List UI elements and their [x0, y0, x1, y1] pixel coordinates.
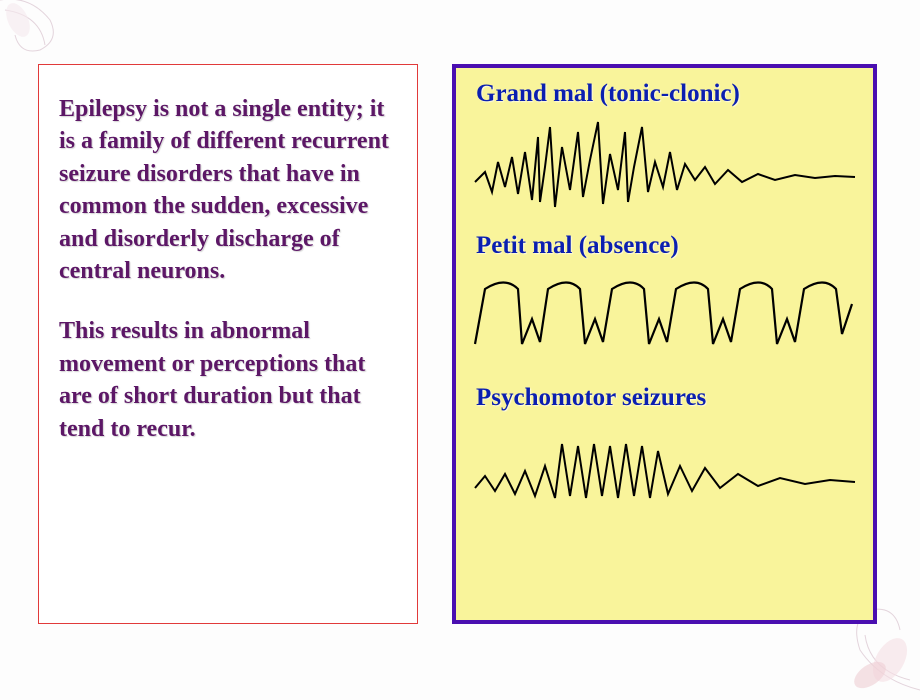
- signal-wave-psychomotor: [470, 416, 860, 526]
- signal-block-petit-mal: Petit mal (absence): [470, 232, 859, 374]
- signal-block-grand-mal: Grand mal (tonic-clonic): [470, 80, 859, 222]
- signal-wave-petit-mal: [470, 264, 860, 374]
- signal-title-grand-mal: Grand mal (tonic-clonic): [470, 80, 859, 108]
- eeg-panel: Grand mal (tonic-clonic) Petit mal (abse…: [452, 64, 877, 624]
- description-paragraph-1: Epilepsy is not a single entity; it is a…: [59, 93, 397, 287]
- description-paragraph-2: This results in abnormal movement or per…: [59, 315, 397, 445]
- wave-path-petit-mal: [475, 283, 852, 345]
- wave-path-grand-mal: [475, 122, 855, 207]
- wave-path-psychomotor: [475, 444, 855, 498]
- signal-title-psychomotor: Psychomotor seizures: [470, 384, 859, 412]
- signal-title-petit-mal: Petit mal (absence): [470, 232, 859, 260]
- description-panel: Epilepsy is not a single entity; it is a…: [38, 64, 418, 624]
- signal-block-psychomotor: Psychomotor seizures: [470, 384, 859, 526]
- signal-wave-grand-mal: [470, 112, 860, 222]
